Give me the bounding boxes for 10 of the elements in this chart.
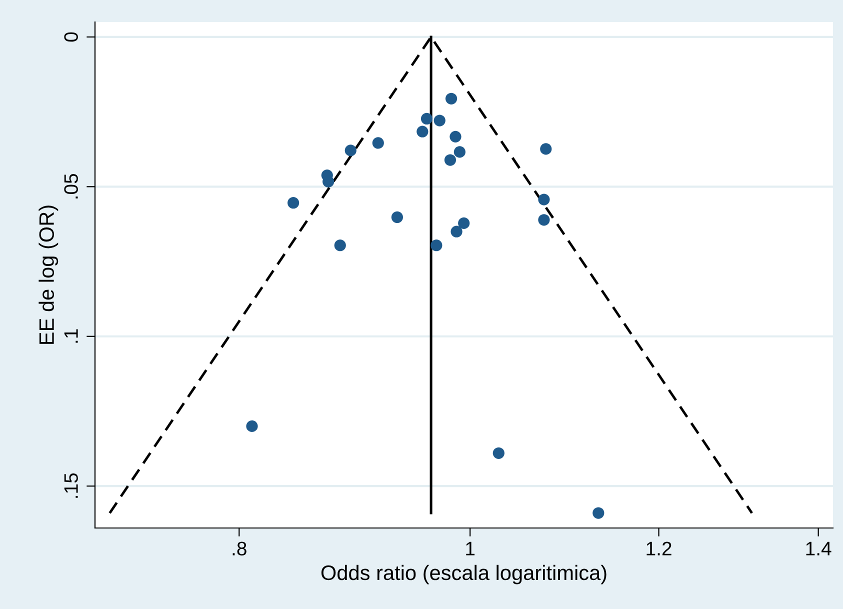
y-tick-label: .15: [64, 473, 78, 498]
y-tick-label: .1: [64, 329, 78, 343]
x-tick-label: 1.2: [646, 542, 672, 556]
x-tick-label: 1.4: [806, 542, 832, 556]
x-tick-label: 1: [466, 542, 475, 556]
y-tick-label: 0: [64, 32, 78, 42]
x-axis-title: Odds ratio (escala logaritimica): [321, 564, 606, 584]
y-tick-label: .05: [64, 174, 78, 198]
y-axis-title: EE de log (OR): [38, 206, 58, 344]
x-tick-label: .8: [232, 542, 246, 556]
